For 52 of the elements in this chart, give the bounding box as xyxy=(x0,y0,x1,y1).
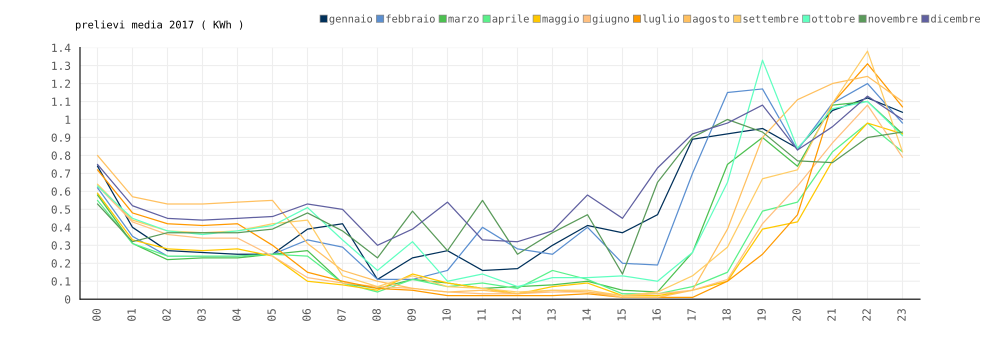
legend-label: ottobre xyxy=(812,14,855,23)
y-tick-label: 0.2 xyxy=(52,259,70,268)
x-tick-label: 03 xyxy=(197,309,206,321)
x-tick-label: 22 xyxy=(862,309,871,321)
x-tick-label: 10 xyxy=(442,308,451,320)
x-tick-label: 08 xyxy=(372,308,381,321)
y-tick-label: 0.9 xyxy=(52,133,70,142)
x-tick-label: 12 xyxy=(512,309,521,320)
x-tick-label: 05 xyxy=(267,309,276,321)
legend-label: febbraio xyxy=(386,14,435,23)
x-tick-label: 09 xyxy=(407,308,416,321)
y-tick-label: 1.3 xyxy=(52,62,70,70)
y-tick-label: 0 xyxy=(65,295,70,304)
x-tick-label: 16 xyxy=(652,308,661,320)
legend-label: aprile xyxy=(492,14,529,25)
x-tick-label: 01 xyxy=(127,308,136,321)
y-tick-label: 0.8 xyxy=(52,151,70,160)
y-tick-label: 0.6 xyxy=(52,187,70,196)
legend-label: marzo xyxy=(448,16,479,23)
legend-label: giugno xyxy=(592,14,629,25)
y-tick-label: 0.4 xyxy=(52,223,70,232)
x-tick-label: 07 xyxy=(337,309,346,321)
y-tick-label: 1.1 xyxy=(52,98,70,106)
y-tick-label: 1.4 xyxy=(52,44,70,52)
x-tick-label: 18 xyxy=(722,308,731,320)
x-tick-label: 19 xyxy=(757,308,766,320)
x-tick-label: 20 xyxy=(792,308,801,321)
legend-label: luglio xyxy=(643,14,680,25)
x-tick-label: 23 xyxy=(897,309,906,321)
x-tick-label: 11 xyxy=(477,308,486,320)
x-tick-label: 14 xyxy=(582,308,591,320)
y-tick-label: 1 xyxy=(66,116,70,124)
y-tick-label: 0.1 xyxy=(52,277,70,286)
x-tick-label: 17 xyxy=(687,309,696,320)
y-tick-label: 0.5 xyxy=(52,205,70,214)
legend-label: agosto xyxy=(693,15,730,25)
x-tick-label: 06 xyxy=(302,308,311,321)
legend-label: settembre xyxy=(744,14,798,23)
y-tick-label: 0.3 xyxy=(52,241,70,250)
y-tick-label: 1.2 xyxy=(52,80,70,88)
legend-label: novembre xyxy=(868,14,918,23)
y-tick-label: 0.7 xyxy=(52,169,70,178)
legend-label: gennaio xyxy=(330,14,372,25)
x-tick-label: 02 xyxy=(162,309,171,321)
legend-label: dicembre xyxy=(931,14,980,23)
chart-title: prelievi media 2017 ( KWh ) xyxy=(76,20,242,31)
x-tick-label: 04 xyxy=(232,308,241,321)
legend-label: maggio xyxy=(542,14,579,25)
x-tick-label: 21 xyxy=(827,308,836,321)
x-tick-label: 15 xyxy=(617,309,626,320)
x-tick-label: 13 xyxy=(547,309,556,320)
x-tick-label: 00 xyxy=(92,308,101,321)
